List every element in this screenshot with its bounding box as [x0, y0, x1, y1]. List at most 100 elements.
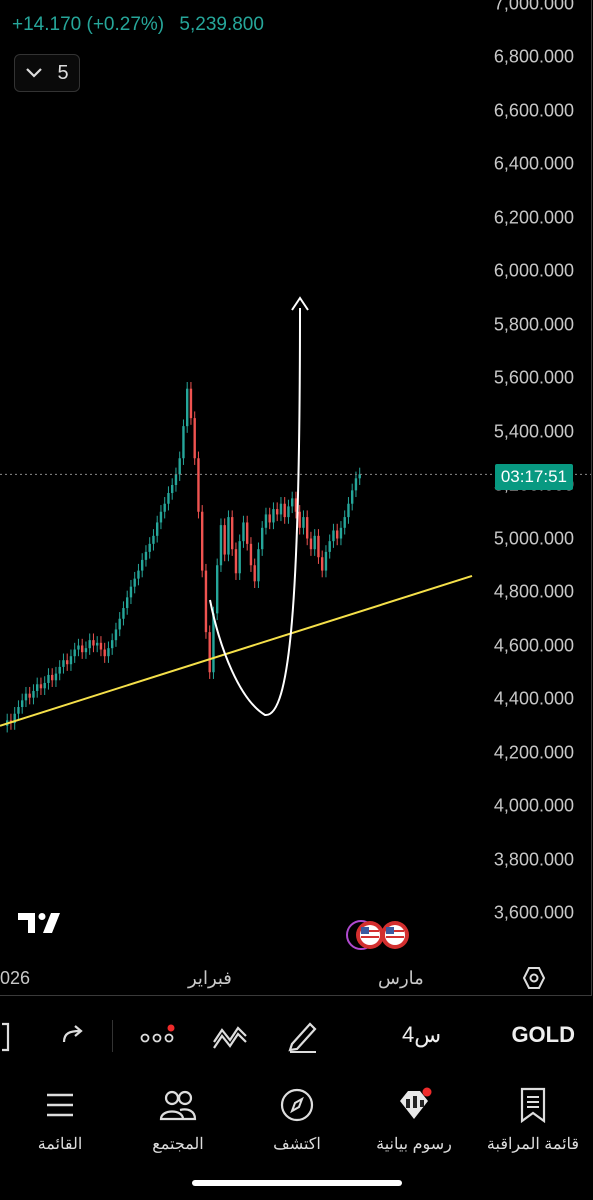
- candle-body: [216, 565, 219, 614]
- y-tick-label: 6,600.000: [493, 100, 574, 120]
- candle-body: [51, 674, 54, 681]
- candle-body: [114, 629, 118, 641]
- candle-body: [287, 506, 290, 518]
- candle-body: [47, 674, 50, 683]
- y-tick-label: 5,600.000: [493, 367, 574, 388]
- candle-body: [351, 490, 354, 504]
- y-tick-label: 6,000.000: [493, 260, 574, 281]
- candle-body: [24, 693, 28, 701]
- candle-body: [159, 511, 163, 523]
- economic-events-markers[interactable]: [343, 918, 413, 952]
- compass-icon: [280, 1088, 314, 1122]
- y-tick-label: 5,400.000: [493, 421, 574, 441]
- indicators-wave-icon: [213, 1026, 247, 1049]
- indicator-count: 5: [57, 61, 69, 84]
- nav-watchlist-label: قائمة المراقبة: [486, 1136, 580, 1153]
- candle-body: [43, 682, 46, 689]
- nav-community-label: المجتمع: [152, 1136, 204, 1153]
- candle-body: [276, 509, 279, 515]
- candle-body: [336, 530, 339, 539]
- candle-body: [272, 509, 275, 523]
- candle-body: [58, 666, 61, 674]
- candle-body: [321, 557, 324, 571]
- nav-charts[interactable]: رسوم بيانية: [356, 1087, 472, 1154]
- interval-selector[interactable]: 4س: [402, 1022, 442, 1047]
- candle-body: [152, 535, 155, 544]
- candle-body: [212, 613, 215, 673]
- candle-body: [291, 498, 294, 507]
- pencil-icon: [288, 1022, 317, 1053]
- more-tools-button[interactable]: [140, 1024, 178, 1053]
- drawing-tools-button[interactable]: [286, 1018, 320, 1059]
- candle-body: [141, 559, 144, 571]
- nav-explore[interactable]: اكتشف: [239, 1087, 355, 1154]
- candle-body: [174, 474, 178, 485]
- redo-button[interactable]: [60, 1024, 86, 1051]
- candle-body: [298, 511, 301, 528]
- candle-body: [88, 640, 91, 649]
- chevron-down-icon: [26, 68, 43, 78]
- candle-body: [84, 648, 88, 653]
- y-tick-label: 7,000.000: [493, 0, 574, 13]
- candle-body: [279, 503, 283, 515]
- candle-body: [223, 525, 226, 555]
- candle-body: [317, 535, 320, 558]
- candle-body: [77, 645, 80, 650]
- symbol-selector[interactable]: GOLD: [511, 1022, 575, 1047]
- projection-curve-drawing: [209, 307, 301, 717]
- candle-body: [234, 549, 238, 574]
- candle-body: [171, 485, 174, 494]
- nav-community[interactable]: المجتمع: [120, 1087, 236, 1154]
- indicator-collapse-button[interactable]: 5: [14, 54, 80, 92]
- candle-body: [227, 517, 230, 555]
- toolbar-divider: [112, 1020, 113, 1052]
- candle-body: [118, 618, 121, 630]
- candle-body: [197, 458, 200, 512]
- candle-body: [66, 660, 69, 665]
- candle-body: [144, 551, 148, 560]
- candle-body: [17, 707, 20, 714]
- candle-body: [208, 632, 211, 673]
- x-label-february: فبراير: [188, 968, 232, 988]
- nav-watchlist[interactable]: قائمة المراقبة: [475, 1087, 591, 1154]
- candle-body: [182, 426, 185, 459]
- candle-body: [354, 478, 358, 491]
- candle-body: [156, 522, 159, 536]
- chart-settings-button[interactable]: [522, 966, 546, 995]
- tradingview-logo[interactable]: [18, 911, 64, 940]
- candle-body: [253, 565, 256, 582]
- candle-body: [122, 608, 125, 619]
- y-tick-label: 4,000.000: [493, 795, 574, 816]
- candle-body: [343, 517, 346, 528]
- candle-body: [13, 713, 16, 724]
- candle-body: [137, 570, 140, 579]
- candle-chart-icon: [400, 1087, 432, 1119]
- candle-body: [32, 690, 35, 698]
- bookmark-list-icon: [520, 1087, 546, 1124]
- candle-body: [39, 684, 43, 689]
- nav-menu[interactable]: القائمة: [2, 1087, 118, 1154]
- candle-body: [219, 525, 223, 566]
- candle-body: [294, 498, 298, 512]
- price-chart[interactable]: [0, 0, 591, 995]
- candle-body: [107, 648, 110, 657]
- candle-body: [167, 493, 170, 504]
- chart-area[interactable]: +14.170 (+0.27%) 5,239.800 5 7,000.000 6,…: [0, 0, 592, 996]
- y-tick-label: 6,200.000: [493, 207, 574, 227]
- fullscreen-button[interactable]: [0, 1022, 16, 1057]
- candle-body: [178, 458, 181, 475]
- home-indicator: [192, 1180, 402, 1186]
- countdown-badge: 03:17:51: [494, 464, 573, 490]
- candle-body: [358, 474, 361, 479]
- y-tick-label: 5,000.000: [493, 528, 574, 548]
- candle-body: [283, 503, 286, 518]
- candle-body: [306, 517, 309, 539]
- candle-body: [96, 642, 99, 646]
- indicators-button[interactable]: [212, 1022, 250, 1055]
- price-change: +14.170 (+0.27%): [12, 14, 165, 35]
- candle-body: [231, 517, 234, 550]
- yellow-trendline: [0, 574, 473, 727]
- candle-body: [62, 660, 65, 667]
- candle-body: [28, 693, 31, 698]
- price-change-info: +14.170 (+0.27%) 5,239.800: [12, 14, 274, 36]
